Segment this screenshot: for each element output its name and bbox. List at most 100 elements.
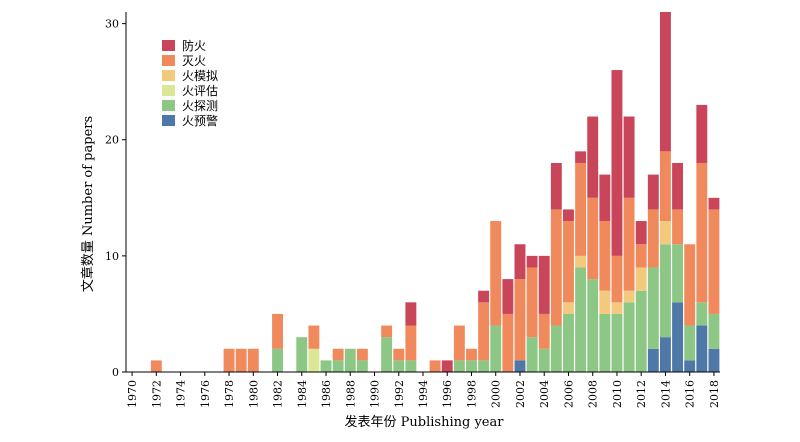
bar-segment — [332, 360, 344, 372]
bar-segment — [538, 348, 550, 372]
x-tick-label: 1972 — [150, 380, 163, 408]
bar-segment — [526, 337, 538, 372]
bar-segment — [587, 116, 599, 198]
bar-segment — [356, 360, 368, 372]
bar-segment — [150, 360, 162, 372]
bar-segment — [247, 348, 259, 372]
legend-label: 火预警 — [182, 113, 218, 128]
bar-segment — [563, 209, 574, 222]
bar-segment — [308, 348, 320, 372]
bar-segment — [599, 313, 611, 372]
bar-segment — [453, 360, 465, 372]
bar-segment — [526, 255, 538, 268]
bar-segment — [611, 255, 623, 303]
x-tick-label: 2012 — [635, 380, 648, 408]
x-tick-label: 2008 — [587, 380, 600, 408]
bar-segment — [684, 244, 696, 326]
x-tick-label: 1978 — [223, 380, 236, 408]
bar-segment — [623, 290, 635, 303]
bar-segment — [272, 313, 283, 349]
bar-segment — [550, 209, 562, 326]
bar-segment — [696, 325, 708, 372]
legend-label: 灭火 — [182, 54, 206, 68]
y-tick-label: 30 — [105, 18, 119, 31]
x-tick-label: 2018 — [708, 380, 721, 408]
bar-segment — [490, 221, 502, 326]
y-axis-label: 文章数量 Number of papers — [80, 116, 96, 292]
bar-segment — [611, 313, 623, 372]
bar-segment — [659, 337, 671, 372]
x-tick-label: 1998 — [466, 380, 479, 408]
x-tick-label: 1992 — [393, 380, 406, 408]
bar-segment — [659, 244, 671, 338]
bar-segment — [478, 290, 490, 303]
bar-segment — [708, 209, 720, 314]
bar-segment — [514, 244, 526, 280]
bar-segment — [672, 244, 684, 303]
bar-segment — [272, 348, 283, 372]
x-tick-label: 1980 — [247, 380, 260, 408]
bar-segment — [647, 267, 659, 349]
x-tick-label: 1986 — [320, 380, 333, 408]
bar-segment — [405, 325, 417, 361]
bar-segment — [453, 325, 465, 361]
bar-segment — [308, 325, 320, 349]
y-tick-label: 0 — [112, 366, 119, 379]
x-tick-label: 2000 — [490, 380, 503, 408]
legend-swatch — [162, 70, 175, 81]
bar-segment — [684, 360, 696, 372]
bar-segment — [538, 313, 550, 349]
bar-segment — [647, 209, 659, 268]
bar-segment — [659, 221, 671, 245]
bar-segment — [647, 348, 659, 372]
bar-segment — [466, 348, 477, 361]
bar-segment — [635, 267, 647, 291]
legend-swatch — [162, 100, 175, 111]
x-tick-label: 2004 — [538, 380, 551, 408]
bar-segment — [672, 302, 684, 372]
bar-segment — [478, 360, 490, 372]
bar-segment — [320, 360, 332, 372]
bar-segment — [490, 325, 502, 372]
bar-segment — [635, 221, 647, 245]
x-tick-label: 2014 — [659, 380, 672, 408]
bar-segment — [659, 151, 671, 222]
x-tick-label: 2002 — [514, 380, 527, 408]
legend-swatch — [162, 40, 175, 51]
bar-segment — [514, 279, 526, 361]
bar-segment — [672, 162, 684, 210]
bar-segment — [587, 279, 599, 372]
bar-segment — [393, 348, 405, 361]
y-tick-label: 10 — [105, 250, 119, 263]
x-tick-label: 1994 — [417, 380, 430, 408]
bar-segment — [405, 360, 417, 372]
x-axis-label: 发表年份 Publishing year — [345, 414, 505, 430]
bar-segment — [563, 221, 574, 303]
bar-segment — [611, 70, 623, 256]
x-tick-label: 2006 — [563, 380, 576, 408]
bar-segment — [696, 302, 708, 326]
bar-segment — [623, 302, 635, 372]
x-tick-label: 2010 — [611, 380, 624, 408]
bar-segment — [599, 290, 611, 314]
bar-segment — [672, 209, 684, 245]
bar-segment — [563, 313, 574, 372]
x-tick-label: 1982 — [272, 380, 285, 408]
bar-segment — [599, 174, 611, 222]
legend-label: 火探测 — [182, 99, 218, 113]
bars-group — [150, 12, 720, 372]
bar-segment — [344, 348, 356, 372]
bar-segment — [575, 162, 587, 256]
bar-segment — [550, 325, 562, 372]
bar-segment — [356, 348, 368, 361]
bar-segment — [696, 104, 708, 163]
bar-segment — [466, 360, 477, 372]
bar-segment — [381, 337, 393, 372]
bar-segment — [623, 197, 635, 291]
legend-swatch — [162, 55, 175, 66]
bar-segment — [332, 348, 344, 361]
x-tick-label: 2016 — [684, 380, 697, 408]
bar-segment — [502, 313, 514, 372]
